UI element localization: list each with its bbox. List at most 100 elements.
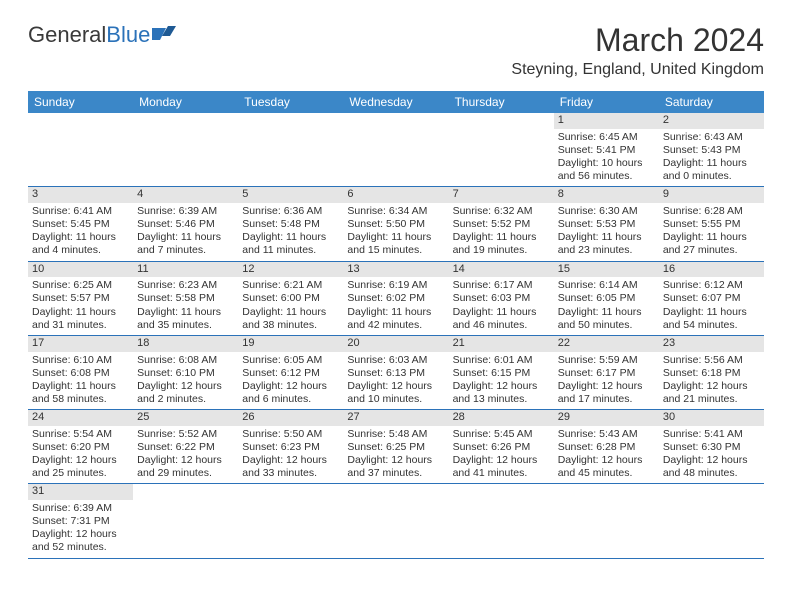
sunrise-text: Sunrise: 5:43 AM (558, 428, 655, 441)
sunrise-text: Sunrise: 6:08 AM (137, 354, 234, 367)
sunrise-text: Sunrise: 6:12 AM (663, 279, 760, 292)
sunrise-text: Sunrise: 5:50 AM (242, 428, 339, 441)
day-cell: 28Sunrise: 5:45 AMSunset: 6:26 PMDayligh… (449, 410, 554, 483)
sunset-text: Sunset: 6:20 PM (32, 441, 129, 454)
daylight-text-2: and 42 minutes. (347, 319, 444, 332)
sunset-text: Sunset: 5:52 PM (453, 218, 550, 231)
day-body: Sunrise: 6:12 AMSunset: 6:07 PMDaylight:… (659, 277, 764, 335)
day-body: Sunrise: 6:39 AMSunset: 7:31 PMDaylight:… (28, 500, 133, 558)
sunrise-text: Sunrise: 6:39 AM (32, 502, 129, 515)
day-number: 31 (28, 484, 133, 500)
sunrise-text: Sunrise: 6:45 AM (558, 131, 655, 144)
daylight-text-1: Daylight: 11 hours (32, 231, 129, 244)
daylight-text-1: Daylight: 11 hours (137, 231, 234, 244)
day-cell: 12Sunrise: 6:21 AMSunset: 6:00 PMDayligh… (238, 262, 343, 335)
sunset-text: Sunset: 5:48 PM (242, 218, 339, 231)
day-cell: 7Sunrise: 6:32 AMSunset: 5:52 PMDaylight… (449, 187, 554, 260)
sunset-text: Sunset: 6:07 PM (663, 292, 760, 305)
day-cell: 30Sunrise: 5:41 AMSunset: 6:30 PMDayligh… (659, 410, 764, 483)
day-number: 6 (343, 187, 448, 203)
sunrise-text: Sunrise: 6:25 AM (32, 279, 129, 292)
daylight-text-2: and 13 minutes. (453, 393, 550, 406)
daylight-text-1: Daylight: 12 hours (663, 454, 760, 467)
week-row: 31Sunrise: 6:39 AMSunset: 7:31 PMDayligh… (28, 484, 764, 558)
day-body: Sunrise: 6:39 AMSunset: 5:46 PMDaylight:… (133, 203, 238, 261)
day-number: 27 (343, 410, 448, 426)
daylight-text-2: and 23 minutes. (558, 244, 655, 257)
day-cell: 13Sunrise: 6:19 AMSunset: 6:02 PMDayligh… (343, 262, 448, 335)
daylight-text-2: and 33 minutes. (242, 467, 339, 480)
weekday-header: Friday (554, 91, 659, 113)
day-cell: 29Sunrise: 5:43 AMSunset: 6:28 PMDayligh… (554, 410, 659, 483)
daylight-text-1: Daylight: 11 hours (453, 231, 550, 244)
daylight-text-1: Daylight: 12 hours (663, 380, 760, 393)
day-number: 22 (554, 336, 659, 352)
sunset-text: Sunset: 7:31 PM (32, 515, 129, 528)
sunrise-text: Sunrise: 6:19 AM (347, 279, 444, 292)
day-number: 23 (659, 336, 764, 352)
daylight-text-1: Daylight: 11 hours (453, 306, 550, 319)
day-body: Sunrise: 5:52 AMSunset: 6:22 PMDaylight:… (133, 426, 238, 484)
day-number: 16 (659, 262, 764, 278)
day-number: 10 (28, 262, 133, 278)
daylight-text-2: and 11 minutes. (242, 244, 339, 257)
daylight-text-2: and 45 minutes. (558, 467, 655, 480)
sunrise-text: Sunrise: 6:43 AM (663, 131, 760, 144)
daylight-text-2: and 27 minutes. (663, 244, 760, 257)
sunset-text: Sunset: 5:43 PM (663, 144, 760, 157)
day-number: 28 (449, 410, 554, 426)
sunset-text: Sunset: 5:50 PM (347, 218, 444, 231)
daylight-text-2: and 50 minutes. (558, 319, 655, 332)
sunrise-text: Sunrise: 6:21 AM (242, 279, 339, 292)
empty-day-cell (238, 113, 343, 186)
day-number: 29 (554, 410, 659, 426)
title-block: March 2024 Steyning, England, United Kin… (511, 22, 764, 79)
day-cell: 8Sunrise: 6:30 AMSunset: 5:53 PMDaylight… (554, 187, 659, 260)
day-number: 3 (28, 187, 133, 203)
day-number: 9 (659, 187, 764, 203)
sunset-text: Sunset: 5:57 PM (32, 292, 129, 305)
calendar: SundayMondayTuesdayWednesdayThursdayFrid… (28, 91, 764, 559)
sunrise-text: Sunrise: 6:30 AM (558, 205, 655, 218)
day-number: 2 (659, 113, 764, 129)
sunrise-text: Sunrise: 6:23 AM (137, 279, 234, 292)
day-body: Sunrise: 6:05 AMSunset: 6:12 PMDaylight:… (238, 352, 343, 410)
daylight-text-1: Daylight: 11 hours (32, 380, 129, 393)
day-body: Sunrise: 6:08 AMSunset: 6:10 PMDaylight:… (133, 352, 238, 410)
day-cell: 6Sunrise: 6:34 AMSunset: 5:50 PMDaylight… (343, 187, 448, 260)
day-cell: 25Sunrise: 5:52 AMSunset: 6:22 PMDayligh… (133, 410, 238, 483)
sunset-text: Sunset: 6:05 PM (558, 292, 655, 305)
weekday-header: Sunday (28, 91, 133, 113)
day-cell: 10Sunrise: 6:25 AMSunset: 5:57 PMDayligh… (28, 262, 133, 335)
daylight-text-2: and 17 minutes. (558, 393, 655, 406)
day-number: 13 (343, 262, 448, 278)
daylight-text-2: and 35 minutes. (137, 319, 234, 332)
sunset-text: Sunset: 5:46 PM (137, 218, 234, 231)
logo-text-2: Blue (106, 22, 150, 48)
header: GeneralBlue March 2024 Steyning, England… (0, 0, 792, 85)
day-cell: 22Sunrise: 5:59 AMSunset: 6:17 PMDayligh… (554, 336, 659, 409)
day-cell: 23Sunrise: 5:56 AMSunset: 6:18 PMDayligh… (659, 336, 764, 409)
day-cell: 15Sunrise: 6:14 AMSunset: 6:05 PMDayligh… (554, 262, 659, 335)
daylight-text-1: Daylight: 12 hours (32, 454, 129, 467)
day-body: Sunrise: 6:19 AMSunset: 6:02 PMDaylight:… (343, 277, 448, 335)
sunset-text: Sunset: 5:55 PM (663, 218, 760, 231)
sunrise-text: Sunrise: 6:34 AM (347, 205, 444, 218)
daylight-text-2: and 4 minutes. (32, 244, 129, 257)
sunrise-text: Sunrise: 6:01 AM (453, 354, 550, 367)
daylight-text-1: Daylight: 11 hours (558, 306, 655, 319)
sunset-text: Sunset: 6:26 PM (453, 441, 550, 454)
day-number: 26 (238, 410, 343, 426)
day-body: Sunrise: 6:36 AMSunset: 5:48 PMDaylight:… (238, 203, 343, 261)
daylight-text-1: Daylight: 11 hours (347, 306, 444, 319)
sunrise-text: Sunrise: 5:41 AM (663, 428, 760, 441)
daylight-text-1: Daylight: 12 hours (242, 380, 339, 393)
sunset-text: Sunset: 6:02 PM (347, 292, 444, 305)
empty-day-cell (449, 113, 554, 186)
sunset-text: Sunset: 6:18 PM (663, 367, 760, 380)
day-body: Sunrise: 6:25 AMSunset: 5:57 PMDaylight:… (28, 277, 133, 335)
sunrise-text: Sunrise: 6:03 AM (347, 354, 444, 367)
day-cell: 20Sunrise: 6:03 AMSunset: 6:13 PMDayligh… (343, 336, 448, 409)
sunset-text: Sunset: 6:00 PM (242, 292, 339, 305)
daylight-text-2: and 19 minutes. (453, 244, 550, 257)
